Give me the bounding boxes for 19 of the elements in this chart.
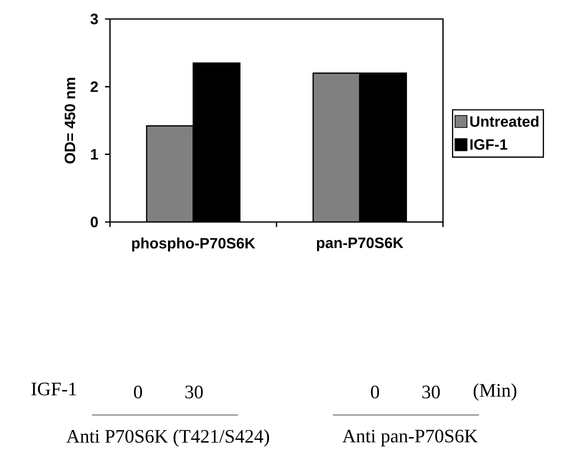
y-tick-label: 0 <box>90 216 98 228</box>
text: Anti P70S6K (T421/S424) <box>66 429 270 447</box>
text: 0 <box>134 386 142 398</box>
text: Anti pan-P70S6K <box>342 430 478 446</box>
text: IGF-1 <box>31 382 76 396</box>
bar <box>312 72 360 222</box>
legend-label: IGF-1 <box>470 139 508 150</box>
y-tick-label: 1 <box>91 149 98 160</box>
text: 0 <box>370 386 380 398</box>
legend-label: Untreated <box>470 116 538 127</box>
x-tick-label: phospho-P70S6K <box>132 238 256 252</box>
text: (Min) <box>474 383 516 401</box>
text: 30 <box>422 386 440 398</box>
x-tick-label: pan-P70S6K <box>316 238 404 252</box>
y-tick-label: 2 <box>90 81 98 92</box>
y-axis-title: OD= 450 nm <box>64 78 76 164</box>
y-tick-label: 3 <box>90 14 98 24</box>
bar <box>146 125 194 222</box>
text: 30 <box>185 386 203 398</box>
